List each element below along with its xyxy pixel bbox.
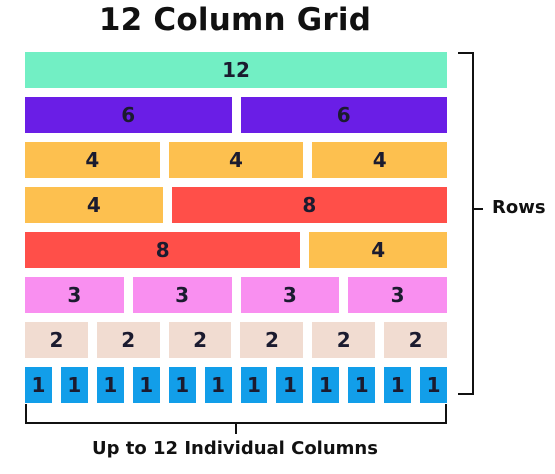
grid-cell-span-6: 6 bbox=[25, 97, 232, 133]
grid-cell-span-2: 2 bbox=[96, 322, 160, 358]
columns-bracket bbox=[25, 404, 447, 424]
grid-row: 12 bbox=[25, 52, 447, 88]
grid-cell-span-1: 1 bbox=[276, 367, 304, 403]
grid-cell-span-4: 4 bbox=[25, 187, 163, 223]
columns-label: Up to 12 Individual Columns bbox=[92, 438, 378, 459]
grid-cell-span-4: 4 bbox=[312, 142, 448, 178]
grid-cell-span-2: 2 bbox=[384, 322, 447, 358]
diagram-title: 12 Column Grid bbox=[98, 2, 372, 38]
grid-cell-span-1: 1 bbox=[132, 367, 160, 403]
grid-cell-span-8: 8 bbox=[171, 187, 447, 223]
grid-cell-span-4: 4 bbox=[25, 142, 160, 178]
grid-cell-span-1: 1 bbox=[204, 367, 232, 403]
grid-cell-span-4: 4 bbox=[168, 142, 304, 178]
grid-cell-span-1: 1 bbox=[312, 367, 340, 403]
grid-cell-span-1: 1 bbox=[25, 367, 52, 403]
grid-cell-span-1: 1 bbox=[240, 367, 268, 403]
grid-cell-span-1: 1 bbox=[60, 367, 88, 403]
grid-cell-span-12: 12 bbox=[25, 52, 447, 88]
grid-cell-span-3: 3 bbox=[132, 277, 232, 313]
grid-cell-span-1: 1 bbox=[96, 367, 124, 403]
grid-cell-span-1: 1 bbox=[384, 367, 412, 403]
grid-cell-span-6: 6 bbox=[240, 97, 447, 133]
grid-cell-span-4: 4 bbox=[309, 232, 447, 268]
rows-bracket bbox=[458, 52, 474, 395]
grid-cell-span-3: 3 bbox=[348, 277, 447, 313]
grid-cell-span-8: 8 bbox=[25, 232, 301, 268]
grid-cell-span-1: 1 bbox=[168, 367, 196, 403]
grid-cell-span-1: 1 bbox=[420, 367, 448, 403]
grid-cell-span-1: 1 bbox=[348, 367, 376, 403]
grid-cell-span-2: 2 bbox=[25, 322, 88, 358]
grid-cell-span-3: 3 bbox=[240, 277, 340, 313]
grid-cell-span-2: 2 bbox=[240, 322, 304, 358]
grid-cell-span-3: 3 bbox=[25, 277, 124, 313]
rows-bracket-tick bbox=[474, 208, 483, 210]
column-grid: 12 6 6 4 4 4 4 8 8 4 3 3 3 3 2 2 2 2 2 2 1 1 1 1 1 1 1 1 1 1 1 1 bbox=[25, 52, 448, 403]
columns-bracket-tick bbox=[235, 424, 237, 434]
grid-cell-span-2: 2 bbox=[312, 322, 376, 358]
rows-label: Rows bbox=[492, 197, 546, 218]
grid-cell-span-2: 2 bbox=[168, 322, 232, 358]
